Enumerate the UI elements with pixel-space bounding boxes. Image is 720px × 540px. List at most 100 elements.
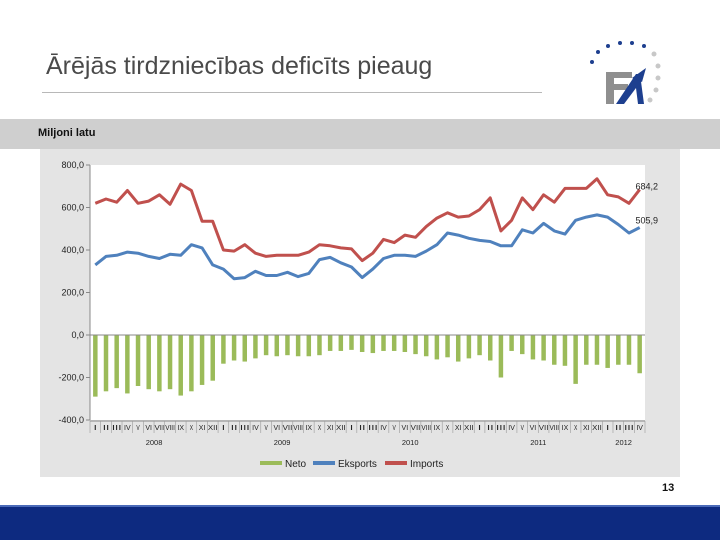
- y-tick-label: 200,0: [61, 288, 84, 298]
- chart-unit-label: Miljoni latu: [38, 127, 96, 139]
- neto-bar: [253, 335, 258, 359]
- neto-bar: [616, 335, 621, 365]
- month-label: XI: [455, 425, 462, 432]
- year-label: 2012: [615, 438, 632, 447]
- neto-bar: [637, 335, 642, 374]
- neto-bar: [285, 335, 290, 356]
- month-label: XII: [464, 425, 474, 432]
- month-label: IV: [252, 425, 259, 432]
- neto-bar: [509, 335, 514, 351]
- legend-label: Imports: [410, 459, 443, 470]
- month-label: V: [264, 425, 268, 432]
- neto-bar: [477, 335, 482, 356]
- month-label: VIII: [293, 425, 303, 432]
- y-tick-label: -400,0: [58, 415, 84, 425]
- year-label: 2010: [402, 438, 419, 447]
- month-label: V: [521, 425, 525, 432]
- neto-bar: [391, 335, 397, 351]
- neto-bar: [498, 335, 504, 378]
- chart-area: 800,0 600,0 400,0 200,0 0,0 -200,0 -400,0 684,2…: [40, 149, 680, 477]
- neto-bar: [520, 335, 525, 355]
- y-tick-label: -200,0: [58, 373, 84, 383]
- month-label: I: [350, 425, 353, 432]
- neto-bar: [370, 335, 376, 354]
- neto-bar: [466, 335, 472, 359]
- month-label: IX: [562, 425, 569, 432]
- footer-accent-line: [0, 505, 720, 507]
- month-label: VI: [402, 425, 409, 432]
- title-divider: [42, 92, 542, 93]
- neto-bar: [562, 335, 568, 366]
- logo-dot: [651, 51, 657, 57]
- month-label: II: [487, 425, 494, 432]
- page-number: 13: [662, 482, 675, 494]
- neto-bar: [157, 335, 162, 392]
- month-label: VII: [411, 425, 421, 432]
- neto-bar: [103, 335, 109, 392]
- footer-bar: [0, 507, 720, 540]
- month-label: I: [222, 425, 225, 432]
- month-label: XII: [592, 425, 602, 432]
- month-label: XI: [583, 425, 590, 432]
- month-label: IV: [124, 425, 131, 432]
- neto-bar: [487, 335, 493, 361]
- logo-star-dot: [606, 44, 610, 48]
- month-label: III: [624, 425, 634, 432]
- neto-bar: [146, 335, 151, 390]
- neto-bar: [135, 335, 141, 386]
- year-label: 2008: [146, 438, 163, 447]
- slide-title: Ārējās tirdzniecības deficīts pieaug: [46, 52, 433, 80]
- logo-dot: [655, 63, 661, 69]
- neto-bar: [263, 335, 269, 356]
- neto-bar: [189, 335, 194, 392]
- legend-label: Neto: [285, 459, 307, 470]
- month-label: X: [446, 425, 450, 432]
- month-label: III: [112, 425, 122, 432]
- imports-last-label: 684,2: [635, 182, 658, 192]
- logo-star-dot: [618, 41, 622, 45]
- month-label: II: [359, 425, 366, 432]
- neto-bar: [552, 335, 557, 365]
- month-label: VI: [530, 425, 537, 432]
- month-label: VII: [155, 425, 165, 432]
- eksports-line: [94, 213, 641, 281]
- neto-bar: [402, 335, 408, 352]
- month-label: V: [136, 425, 140, 432]
- y-tick-label: 800,0: [61, 160, 84, 170]
- y-tick-label: 0,0: [71, 330, 84, 340]
- neto-bar: [327, 335, 333, 351]
- neto-bar: [349, 335, 354, 350]
- neto-bar: [306, 335, 312, 357]
- neto-bar: [594, 335, 600, 365]
- month-label: VIII: [421, 425, 431, 432]
- month-label: X: [190, 425, 194, 432]
- month-label: III: [496, 425, 506, 432]
- month-label: X: [574, 425, 578, 432]
- month-label: VII: [539, 425, 549, 432]
- month-label: I: [94, 425, 97, 432]
- month-label: XII: [208, 425, 218, 432]
- neto-bar: [530, 335, 536, 360]
- y-tick-label: 600,0: [61, 203, 84, 213]
- neto-bar: [605, 335, 610, 368]
- neto-bar: [242, 335, 248, 362]
- y-tick-label: 400,0: [61, 245, 84, 255]
- neto-bar: [221, 335, 226, 364]
- neto-bar: [338, 335, 344, 351]
- neto-bar: [455, 335, 461, 362]
- neto-bar: [359, 335, 365, 352]
- month-label: I: [606, 425, 609, 432]
- neto-bar: [93, 335, 98, 397]
- neto-bar: [317, 335, 322, 356]
- neto-bar: [295, 335, 301, 357]
- logo-letter-f: [606, 72, 632, 104]
- month-label: I: [478, 425, 481, 432]
- month-label: XI: [327, 425, 334, 432]
- neto-bar: [167, 335, 173, 390]
- neto-bar: [573, 335, 578, 384]
- neto-bar: [231, 335, 237, 361]
- month-label: VIII: [549, 425, 559, 432]
- logo-star-dot: [590, 60, 594, 64]
- month-label: V: [393, 425, 397, 432]
- month-label: IV: [508, 425, 515, 432]
